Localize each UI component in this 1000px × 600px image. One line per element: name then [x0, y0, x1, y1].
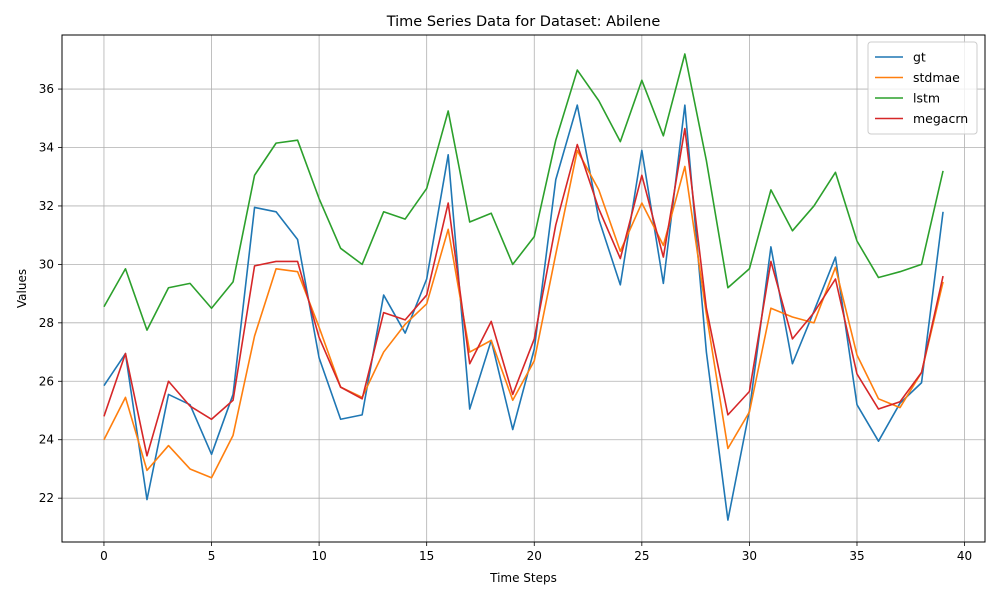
legend-label-lstm: lstm — [913, 91, 940, 106]
legend-box — [867, 41, 978, 135]
legend-label-megacrn: megacrn — [913, 111, 968, 126]
x-tick-label: 40 — [957, 549, 972, 563]
y-tick-label: 32 — [39, 199, 54, 213]
y-axis-title: Values — [15, 269, 29, 308]
x-tick-label: 20 — [527, 549, 542, 563]
x-tick-label: 15 — [419, 549, 434, 563]
chart-title: Time Series Data for Dataset: Abilene — [386, 14, 661, 30]
series-line-megacrn — [103, 127, 944, 457]
y-tick-label: 24 — [39, 433, 54, 447]
y-tick-label: 34 — [39, 141, 54, 155]
x-axis-title: Time Steps — [489, 571, 557, 585]
y-tick-label: 36 — [39, 82, 54, 96]
x-tick-label: 30 — [742, 549, 757, 563]
series-lines — [103, 53, 944, 521]
y-tick-label: 26 — [39, 374, 54, 388]
x-tick-label: 10 — [311, 549, 326, 563]
series-line-gt — [103, 104, 944, 521]
x-tick-label: 0 — [100, 549, 108, 563]
x-tick-label: 25 — [634, 549, 649, 563]
y-tick-label: 28 — [39, 316, 54, 330]
series-line-stdmae — [103, 149, 944, 479]
series-line-lstm — [103, 53, 944, 331]
axis-ticks: 0 5 10 15 20 25 30 35 40 22 24 26 28 30 32 34 36 — [39, 82, 972, 563]
legend-label-gt: gt — [913, 50, 926, 65]
grid — [62, 35, 985, 542]
y-tick-label: 30 — [39, 257, 54, 271]
x-tick-label: 5 — [208, 549, 216, 563]
legend-label-stdmae: stdmae — [913, 70, 960, 85]
legend: gt stdmae lstm megacrn — [867, 41, 978, 135]
y-tick-label: 22 — [39, 491, 54, 505]
x-tick-label: 35 — [849, 549, 864, 563]
plot-frame — [61, 34, 986, 543]
